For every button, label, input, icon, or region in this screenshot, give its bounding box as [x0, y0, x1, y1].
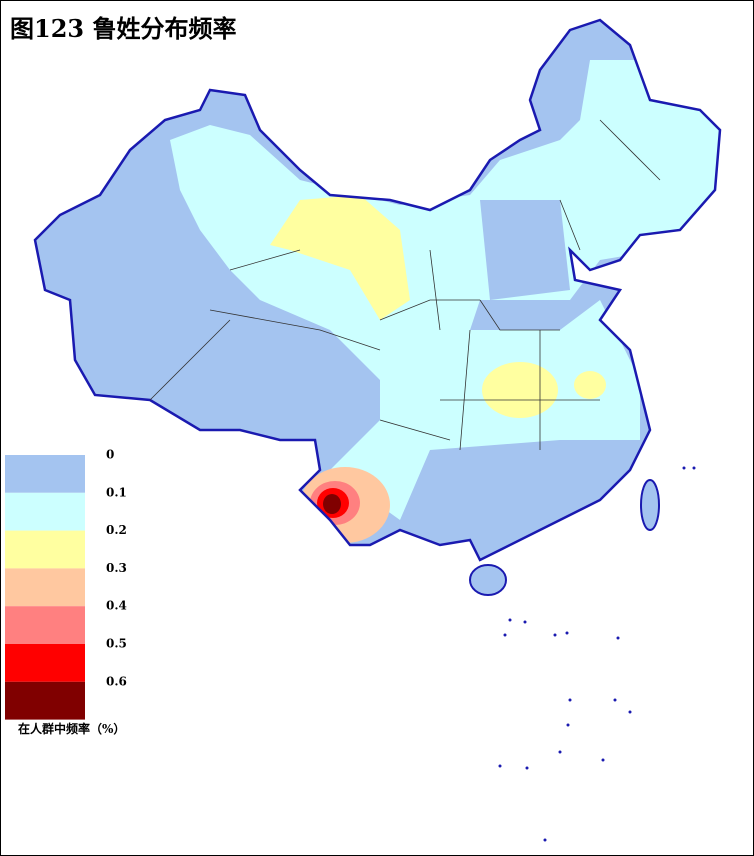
legend-label: 0.2: [106, 523, 127, 537]
legend-label: 0: [106, 448, 114, 462]
legend-label: 0.5: [106, 637, 127, 651]
legend-label: 0.4: [106, 599, 127, 613]
map-title: 图123 鲁姓分布频率: [10, 14, 236, 43]
legend-swatch: [5, 644, 85, 682]
legend-label: 0.6: [106, 674, 127, 688]
legend-caption: 在人群中频率（%）: [18, 721, 125, 736]
legend-swatch: [5, 530, 85, 569]
province-borders: [149, 119, 661, 451]
legend-label: 0.1: [106, 485, 127, 499]
legend: 0 0.1 0.2 0.3 0.4 0.5 0.6: [5, 448, 127, 720]
islands: [498, 466, 696, 842]
legend-swatch: [5, 492, 85, 531]
legend-swatch: [5, 568, 85, 607]
legend-label: 0.3: [106, 561, 127, 575]
legend-swatch: [5, 681, 85, 720]
hainan: [469, 564, 507, 596]
watermark: 头条 @沐龙文化: [598, 819, 722, 839]
legend-swatch: [5, 455, 85, 493]
taiwan: [640, 479, 660, 531]
legend-swatch: [5, 606, 85, 644]
